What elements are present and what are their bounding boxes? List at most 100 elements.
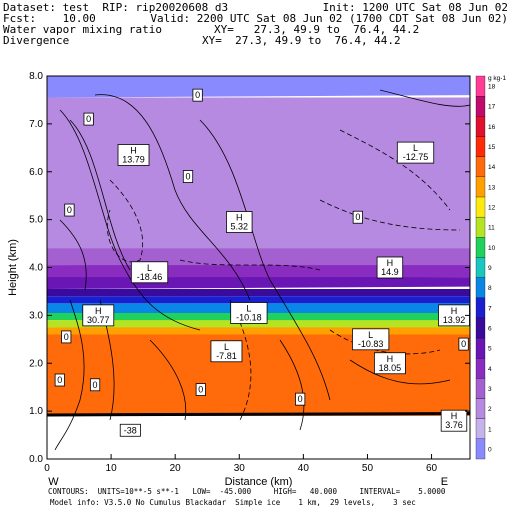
annotation-box: [352, 210, 363, 224]
annotation-text: L: [413, 143, 418, 153]
colorbar-swatch-17: [475, 96, 486, 117]
colorbar-swatch-3: [475, 378, 486, 399]
contour-annotation-18: 0: [54, 373, 65, 387]
dataset-label: Dataset: test RIP: rip20020608 d3: [3, 1, 229, 14]
annotation-text: 0: [93, 380, 98, 390]
forecast-hour-label: Fcst: 10.00: [3, 12, 96, 25]
annotation-text: 0: [67, 205, 72, 215]
colorbar-level-4: 4: [488, 366, 492, 373]
colorbar-swatch-18: [475, 75, 486, 97]
colorbar-level-12: 12: [488, 205, 496, 212]
contour-annotation-1: 0: [83, 112, 94, 126]
annotation-text: -10.18: [236, 312, 262, 322]
colorbar-level-10: 10: [488, 245, 496, 252]
annotation-box: [64, 203, 75, 217]
divergence-contour-2: [94, 94, 251, 301]
y-tick-label-1: 1.0: [29, 406, 43, 417]
y-tick-label-4: 4.0: [29, 263, 43, 274]
moisture-layer-6: [47, 296, 470, 304]
colorbar-level-2: 2: [488, 406, 492, 413]
annotation-text: 0: [298, 394, 303, 404]
contour-annotation-5: 0: [64, 203, 75, 217]
contour-annotation-4: 0: [182, 170, 194, 183]
contour-annotation-17: H18.05: [373, 352, 406, 375]
annotation-text: L: [224, 342, 229, 352]
annotation-box: [373, 352, 406, 375]
colorbar-swatch-16: [475, 116, 486, 137]
annotation-text: 0: [195, 90, 200, 100]
moisture-layer-5: [47, 289, 470, 297]
divergence-contour-8: [54, 299, 85, 451]
annotation-text: 3.76: [445, 420, 463, 430]
annotation-text: 0: [86, 114, 91, 124]
x-tick-label-5: 50: [362, 463, 374, 474]
colorbar-swatch-10: [475, 237, 486, 258]
x-axis-label: Distance (km): [225, 476, 293, 488]
divergence-contour-12: [349, 359, 451, 385]
colorbar-level-9: 9: [488, 265, 492, 272]
divergence-contour-1: [69, 119, 131, 271]
annotation-box: [117, 144, 150, 166]
divergence-contour-6: [106, 179, 144, 263]
contour-annotation-21: 0: [295, 392, 306, 406]
colorbar-swatch-7: [475, 297, 486, 319]
divergence-contour-3: [199, 119, 331, 401]
annotation-box: [192, 88, 203, 102]
moisture-layer-11: [47, 334, 470, 416]
model-info-footer: Model info: V3.5.0 No Cumulus Blackadar …: [50, 498, 416, 507]
contour-annotation-19: 0: [89, 378, 101, 392]
colorbar-units: g kg-1: [488, 75, 506, 82]
west-endpoint-label: W: [48, 476, 59, 488]
colorbar-level-18: 18: [488, 84, 496, 91]
annotation-box: [195, 383, 206, 396]
annotation-box: [82, 304, 115, 327]
annotation-text: L: [246, 303, 251, 313]
east-endpoint-label: E: [441, 476, 448, 488]
annotation-box: [440, 409, 468, 432]
x-tick-label-1: 10: [106, 463, 118, 474]
x-tick-label-6: 60: [426, 463, 438, 474]
field1-name: Water vapor mixing ratio: [3, 23, 162, 36]
contour-annotation-0: 0: [192, 88, 203, 102]
annotation-text: H: [451, 306, 458, 316]
colorbar-swatch-8: [475, 277, 486, 298]
contour-annotation-9: H14.9: [376, 256, 404, 279]
colorbar-swatch-13: [475, 176, 486, 198]
annotation-text: -7.81: [216, 351, 237, 361]
colorbar-level-0: 0: [488, 446, 492, 453]
annotation-box: [295, 392, 306, 406]
colorbar-swatch-6: [475, 317, 486, 339]
colorbar-level-7: 7: [488, 305, 492, 312]
valid-time-label: Valid: 2200 UTC Sat 08 Jun 02 (1700 CDT …: [150, 12, 508, 25]
x-tick-label-2: 20: [170, 463, 182, 474]
colorbar-level-3: 3: [488, 386, 492, 393]
y-tick-label-3: 3.0: [29, 310, 43, 321]
contour-annotation-12: H13.92: [438, 304, 470, 327]
contour-annotation-16: 0: [458, 337, 469, 351]
contour-annotation-10: H30.77: [82, 304, 115, 327]
annotation-box: [376, 256, 404, 279]
annotation-text: 0: [355, 212, 360, 222]
colorbar-level-13: 13: [488, 184, 496, 191]
moisture-layer-10: [47, 327, 470, 335]
colorbar-swatch-11: [475, 216, 486, 238]
colorbar-level-11: 11: [488, 225, 495, 232]
annotation-text: L: [147, 263, 152, 273]
colorbar-swatch-0: [475, 438, 486, 460]
annotation-text: 0: [198, 385, 203, 395]
annotation-box: [83, 112, 94, 126]
contour-annotation-7: H5.32: [226, 211, 253, 233]
annotation-box: [210, 340, 243, 363]
annotation-text: H: [451, 411, 458, 421]
annotation-box: [182, 170, 194, 183]
divergence-contour-15: [379, 89, 471, 107]
contour-annotation-14: L-10.83: [352, 328, 390, 351]
init-time-label: Init: 1200 UTC Sat 08 Jun 02: [322, 1, 508, 14]
annotation-text: -18.46: [137, 272, 163, 282]
contour-annotation-22: H3.76: [440, 409, 468, 432]
divergence-contour-13: [149, 339, 187, 421]
contour-annotation-2: H13.79: [117, 144, 150, 166]
colorbar-swatch-2: [475, 398, 486, 419]
y-tick-label-5: 5.0: [29, 215, 43, 226]
